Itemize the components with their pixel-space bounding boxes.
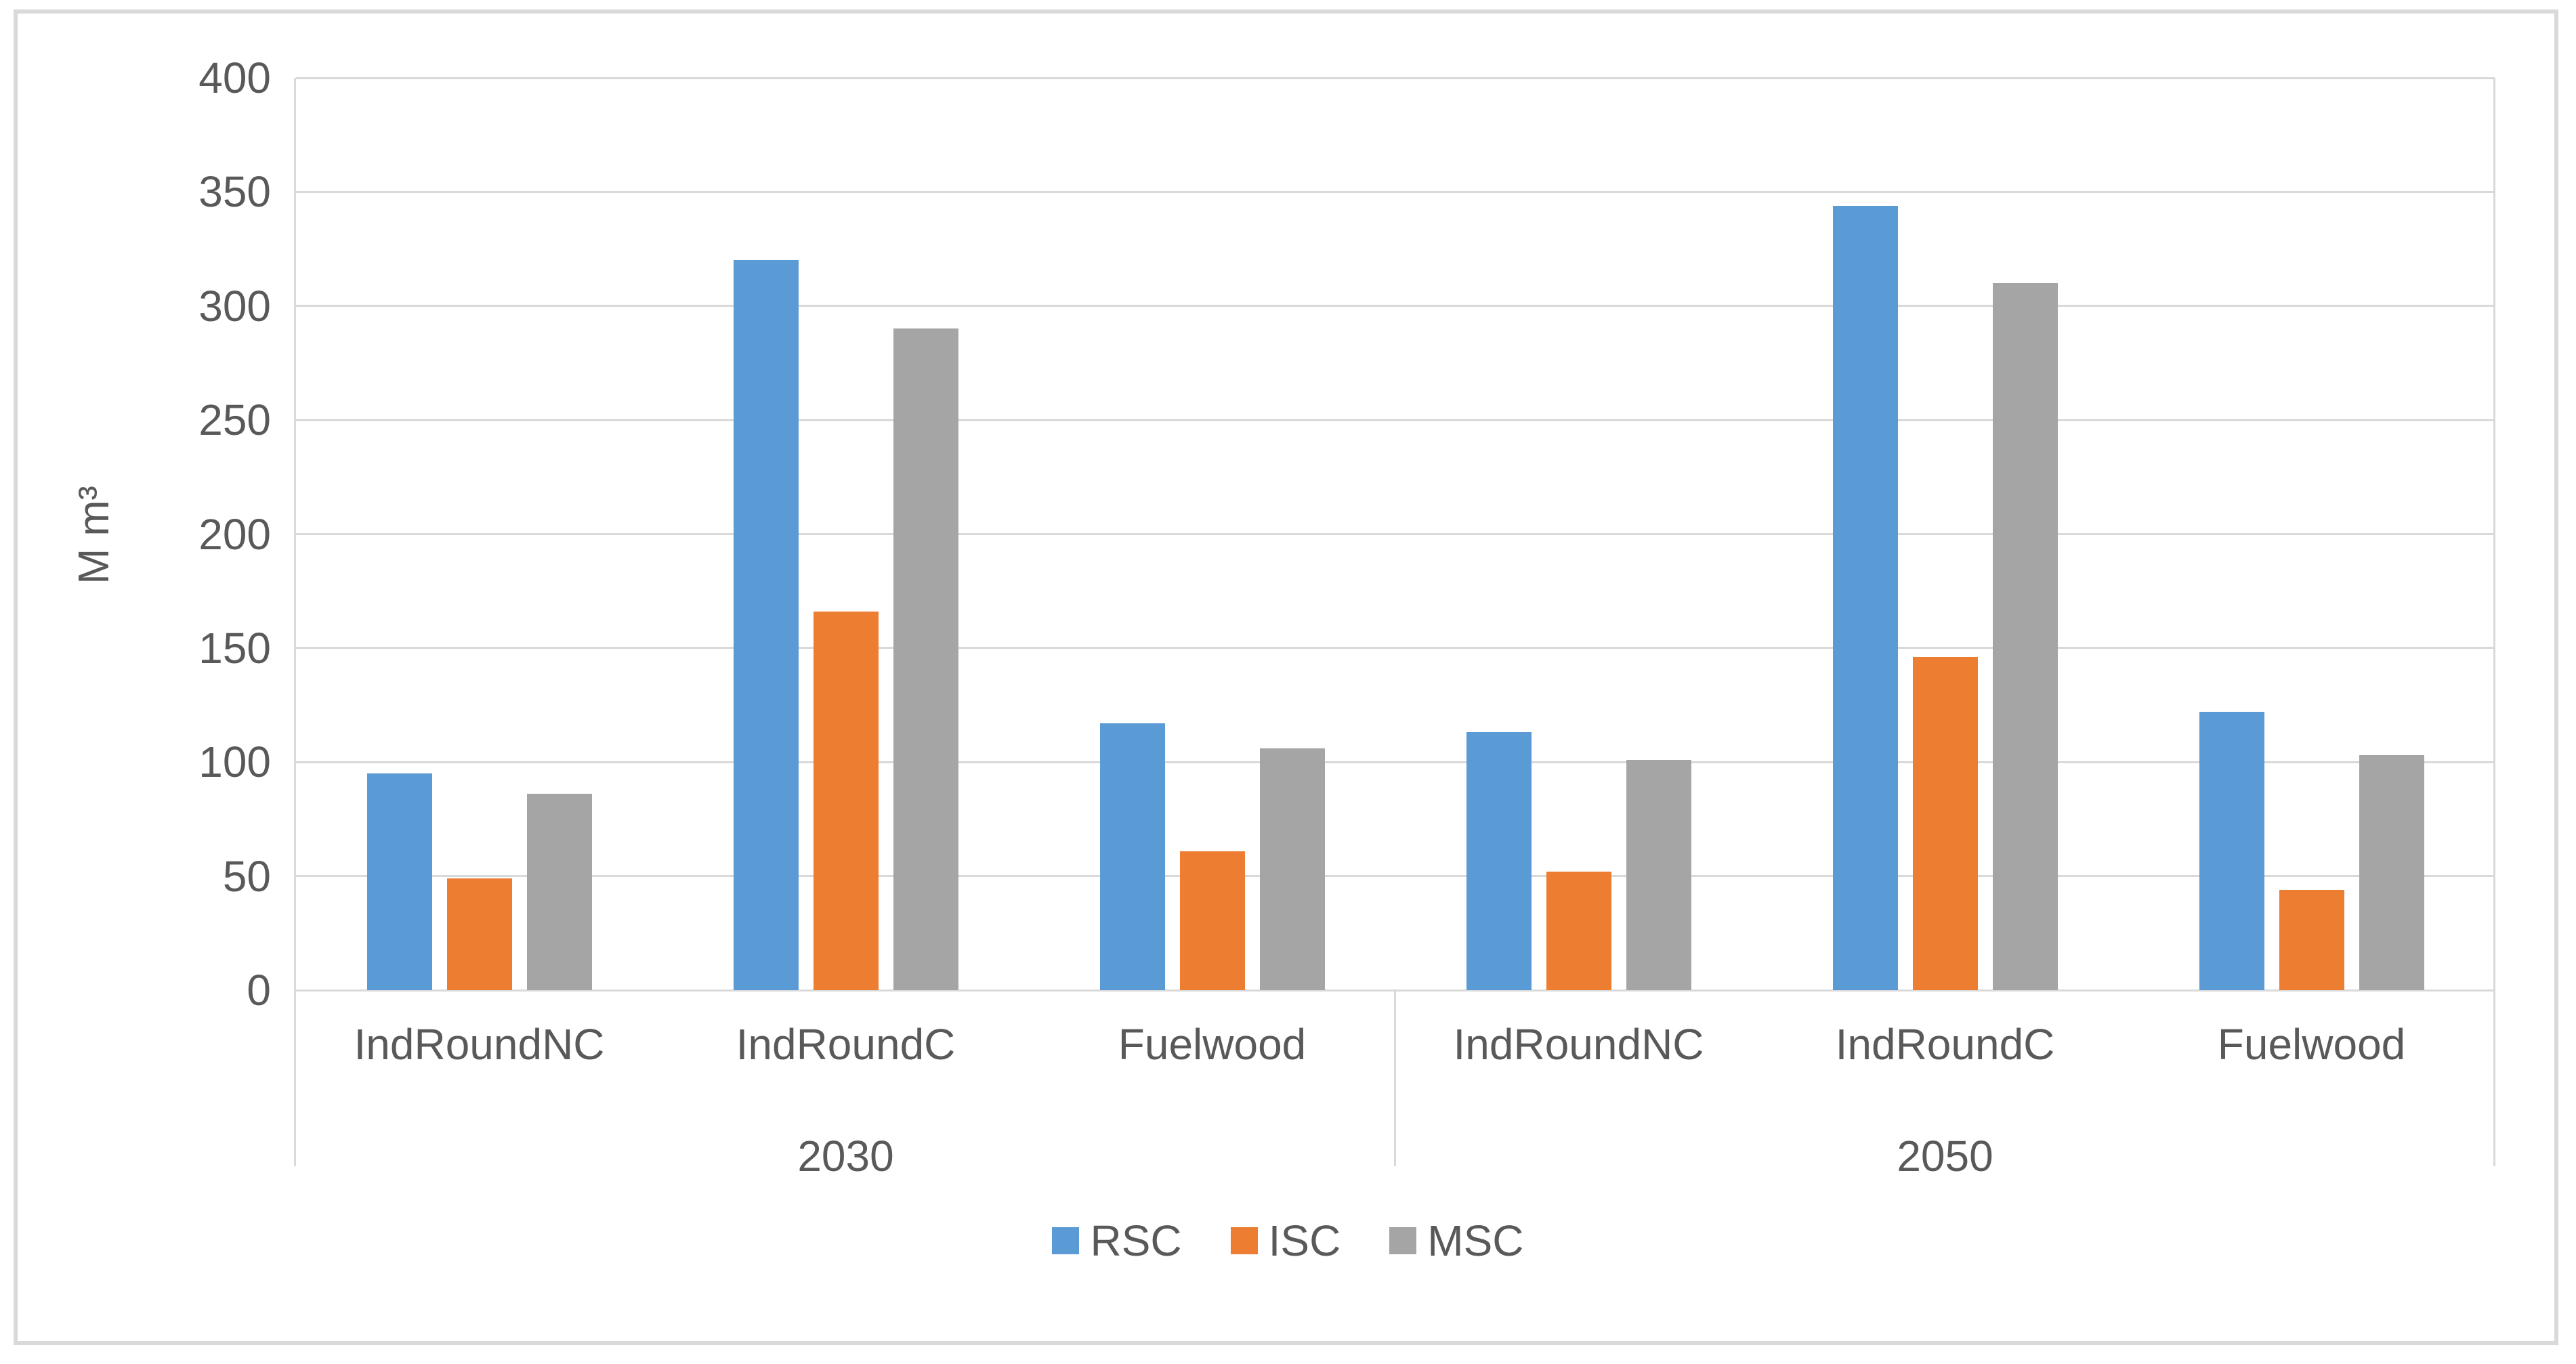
bar-isc-2050-fuelwood	[2279, 889, 2344, 990]
bar-msc-2030-indroundc	[893, 328, 958, 990]
legend-item-rsc: RSC	[1052, 1214, 1182, 1268]
bar-rsc-2050-indroundnc	[1466, 732, 1532, 990]
legend-label-isc: ISC	[1268, 1216, 1341, 1265]
bar-isc-2030-indroundnc	[446, 878, 512, 990]
year-label-2030: 2030	[797, 1132, 894, 1180]
category-label-indroundc-2050: IndRoundC	[1835, 1020, 2055, 1069]
bar-rsc-2050-indroundc	[1832, 205, 1898, 990]
bar-rsc-2050-fuelwood	[2199, 712, 2264, 990]
category-label-fuelwood-2030: Fuelwood	[1118, 1020, 1307, 1069]
gridline-200	[296, 533, 2495, 535]
y-tick-label-300: 300	[198, 281, 271, 331]
category-label-indroundnc-2050: IndRoundNC	[1453, 1020, 1704, 1069]
legend-item-isc: ISC	[1230, 1214, 1341, 1268]
gridline-50	[296, 875, 2495, 878]
bar-msc-2030-fuelwood	[1259, 748, 1325, 990]
gridline-100	[296, 761, 2495, 763]
bar-msc-2030-indroundnc	[526, 794, 592, 990]
year-label-2050: 2050	[1897, 1132, 1993, 1180]
legend: RSC ISC MSC	[0, 1214, 2576, 1268]
y-tick-label-250: 250	[198, 396, 271, 445]
y-axis-line	[294, 78, 296, 1166]
category-divider-line	[1394, 990, 1396, 1166]
category-label-fuelwood-2050: Fuelwood	[2217, 1020, 2406, 1069]
chart-frame	[14, 9, 2558, 1345]
legend-swatch-isc	[1230, 1227, 1258, 1254]
bar-rsc-2030-indroundc	[733, 260, 799, 990]
bar-msc-2050-indroundnc	[1626, 759, 1691, 990]
category-label-indroundnc-2030: IndRoundNC	[354, 1020, 605, 1069]
legend-swatch-msc	[1389, 1227, 1417, 1254]
gridline-350	[296, 190, 2495, 193]
y-tick-label-150: 150	[198, 623, 271, 673]
category-label-indroundc-2030: IndRoundC	[736, 1020, 956, 1069]
bar-msc-2050-fuelwood	[2359, 755, 2424, 990]
gridline-400	[296, 77, 2495, 79]
y-tick-label-400: 400	[198, 54, 271, 102]
bar-isc-2030-fuelwood	[1179, 851, 1245, 990]
legend-label-rsc: RSC	[1090, 1216, 1182, 1265]
bar-isc-2050-indroundc	[1912, 657, 1978, 990]
plot-right-border-line	[2493, 78, 2495, 1166]
bar-rsc-2030-indroundnc	[366, 773, 432, 990]
y-tick-label-100: 100	[198, 738, 271, 787]
plot-area	[296, 77, 2495, 992]
bar-isc-2030-indroundc	[813, 612, 879, 990]
bar-isc-2050-indroundnc	[1546, 871, 1611, 990]
y-tick-label-350: 350	[198, 167, 271, 217]
y-tick-label-0: 0	[247, 966, 271, 1015]
bar-msc-2050-indroundc	[1992, 283, 2058, 990]
y-tick-label-50: 50	[222, 851, 271, 901]
legend-label-msc: MSC	[1427, 1216, 1524, 1265]
bar-rsc-2030-fuelwood	[1099, 723, 1165, 990]
legend-item-msc: MSC	[1389, 1214, 1524, 1268]
gridline-150	[296, 647, 2495, 649]
legend-swatch-rsc	[1052, 1227, 1080, 1254]
gridline-250	[296, 419, 2495, 421]
gridline-300	[296, 305, 2495, 307]
y-tick-label-200: 200	[198, 509, 271, 559]
